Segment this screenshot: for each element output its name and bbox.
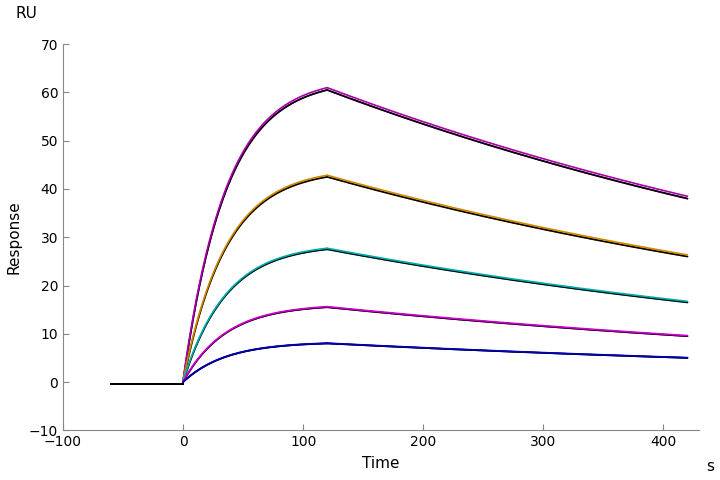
Y-axis label: Response: Response bbox=[7, 200, 22, 274]
Text: s: s bbox=[706, 459, 714, 474]
X-axis label: Time: Time bbox=[362, 456, 400, 471]
Text: RU: RU bbox=[15, 6, 37, 21]
